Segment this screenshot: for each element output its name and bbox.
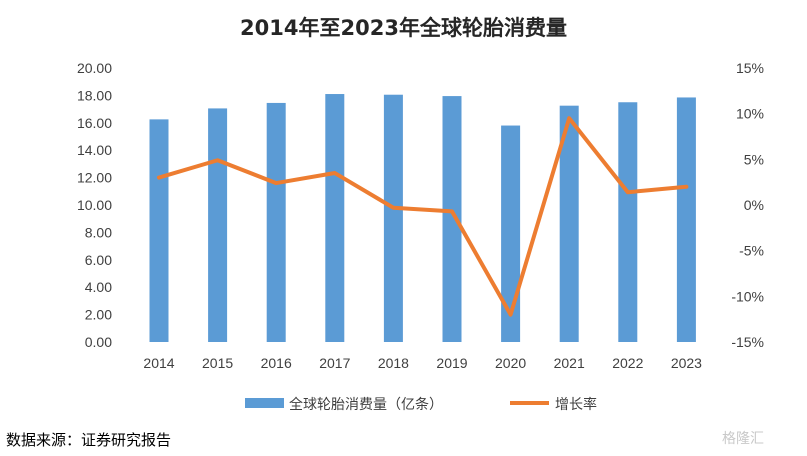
- x-tick-label: 2023: [671, 355, 702, 371]
- watermark: 格隆汇: [722, 431, 764, 447]
- left-tick-label: 12.00: [77, 170, 112, 186]
- x-tick-label: 2021: [554, 355, 585, 371]
- bar-2021: [559, 105, 579, 342]
- legend-bar-label: 全球轮胎消费量（亿条）: [289, 396, 443, 413]
- x-tick-label: 2022: [612, 355, 643, 371]
- left-tick-label: 6.00: [85, 252, 112, 268]
- left-axis-ticks: 0.00 2.00 4.00 6.00 8.00 10.00 12.00 14.00 16.00…: [77, 60, 112, 350]
- bar-2018: [383, 94, 403, 342]
- right-tick-label: -10%: [731, 288, 764, 304]
- left-tick-label: 4.00: [85, 279, 112, 295]
- left-tick-label: 20.00: [77, 60, 112, 76]
- right-tick-label: 5%: [744, 151, 764, 167]
- right-axis-ticks: -15% -10% -5% 0% 5% 10% 15%: [731, 60, 764, 350]
- x-axis-ticks: 2014 2015 2016 2017 2018 2019 2020 2021 2022 2023: [143, 355, 702, 371]
- x-tick-label: 2014: [143, 355, 174, 371]
- source-note: 数据来源：证券研究报告: [6, 431, 172, 449]
- bar-2015: [208, 108, 228, 342]
- bar-2017: [325, 94, 345, 342]
- left-tick-label: 18.00: [77, 87, 112, 103]
- x-tick-label: 2017: [319, 355, 350, 371]
- bar-2014: [149, 119, 169, 342]
- x-tick-label: 2016: [261, 355, 292, 371]
- legend-bar-swatch: [245, 398, 284, 408]
- right-tick-label: 10%: [736, 106, 764, 122]
- chart-title: 2014年至2023年全球轮胎消费量: [240, 16, 567, 40]
- bars-layer: [149, 94, 696, 343]
- growth-rate-line: [157, 116, 689, 317]
- left-tick-label: 16.00: [77, 115, 112, 131]
- bar-2023: [676, 97, 696, 342]
- left-tick-label: 0.00: [85, 334, 112, 350]
- x-tick-label: 2018: [378, 355, 409, 371]
- right-tick-label: -15%: [731, 334, 764, 350]
- x-tick-label: 2019: [436, 355, 467, 371]
- legend: 全球轮胎消费量（亿条） 增长率: [245, 396, 597, 413]
- x-tick-label: 2015: [202, 355, 233, 371]
- x-tick-label: 2020: [495, 355, 526, 371]
- growth-line-layer: [157, 116, 689, 317]
- legend-line-label: 增长率: [555, 396, 597, 413]
- bar-2020: [501, 125, 521, 342]
- bar-2022: [618, 102, 638, 342]
- left-tick-label: 14.00: [77, 142, 112, 158]
- left-tick-label: 10.00: [77, 197, 112, 213]
- bar-2019: [442, 96, 462, 343]
- right-tick-label: 15%: [736, 60, 764, 76]
- bar-2016: [266, 102, 286, 342]
- left-tick-label: 2.00: [85, 307, 112, 323]
- right-tick-label: -5%: [739, 243, 764, 259]
- left-tick-label: 8.00: [85, 224, 112, 240]
- right-tick-label: 0%: [744, 197, 764, 213]
